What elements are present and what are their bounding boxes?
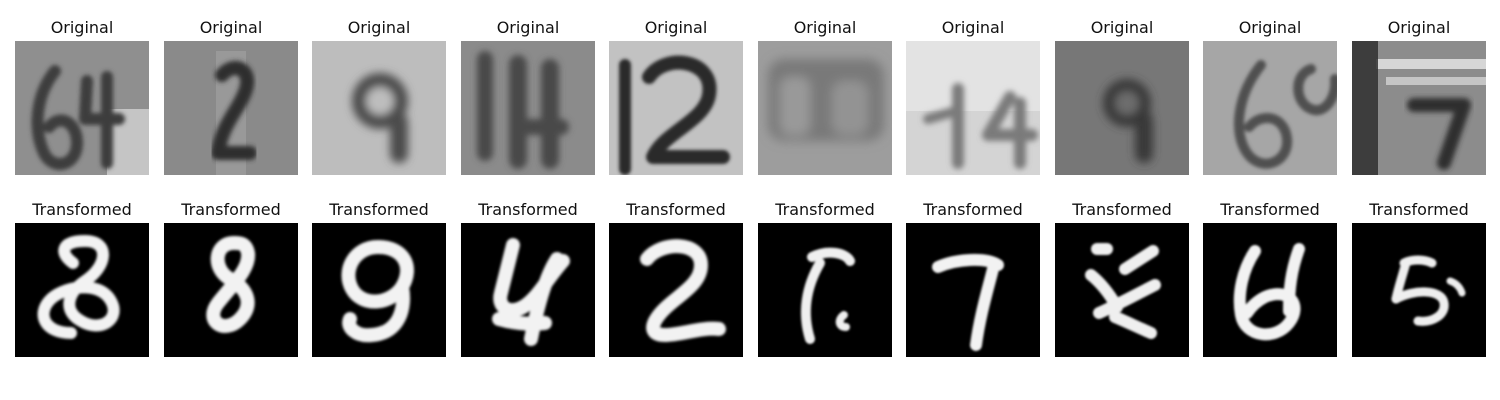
panel-title: Original (941, 18, 1005, 37)
digit-stroke (342, 280, 411, 343)
digit-stroke (642, 55, 730, 164)
digit-stroke (1233, 245, 1301, 341)
panel-title: Original (793, 18, 857, 37)
digit-stroke (206, 236, 256, 333)
image-accent (1386, 77, 1486, 85)
image-accent (1352, 41, 1378, 175)
digit-stroke (807, 247, 855, 266)
digit-stroke (492, 312, 552, 331)
digit-stroke (1283, 243, 1305, 317)
panel-title: Original (347, 18, 411, 37)
panel-title: Transformed (775, 200, 875, 219)
digit-blob (541, 59, 559, 169)
digit-stroke (37, 235, 120, 339)
digit-image (15, 223, 149, 357)
digit-stroke (341, 240, 414, 309)
panel-title: Transformed (1369, 200, 1469, 219)
panel-title: Original (1387, 18, 1451, 37)
digit-image (1055, 223, 1189, 357)
digit-stroke (970, 259, 1000, 351)
digit-image (312, 223, 446, 357)
panel-title: Original (50, 18, 114, 37)
digit-blob (509, 55, 527, 169)
digit-stroke (923, 106, 961, 124)
image-accent (1376, 59, 1486, 69)
panel-title: Transformed (923, 200, 1023, 219)
digit-image (1203, 41, 1337, 175)
digit-image (164, 223, 298, 357)
digit-stroke (1093, 279, 1161, 319)
digit-image (906, 41, 1040, 175)
digit-stroke (1446, 277, 1466, 297)
digit-stroke (1109, 311, 1157, 339)
digit-image (758, 41, 892, 175)
panel-title: Transformed (626, 200, 726, 219)
digit-blob (1135, 111, 1153, 163)
digit-image (609, 41, 743, 175)
panel-title: Original (1090, 18, 1154, 37)
digit-blob (366, 87, 394, 115)
digit-blob (780, 77, 810, 135)
figure-grid: Original Original Original (15, 0, 1486, 400)
digit-image (906, 223, 1040, 357)
digit-image (1352, 41, 1486, 175)
digit-blob (1115, 91, 1139, 115)
panel-title: Transformed (1072, 200, 1172, 219)
panel-title: Transformed (181, 200, 281, 219)
digit-image (758, 223, 892, 357)
panel-title: Transformed (1220, 200, 1320, 219)
digit-image (1352, 223, 1486, 357)
panel-title: Transformed (329, 200, 429, 219)
digit-image (164, 41, 298, 175)
digit-stroke (800, 258, 825, 344)
digit-image (1203, 223, 1337, 357)
panel-title: Original (199, 18, 263, 37)
image-bg (1055, 223, 1189, 357)
panel-title: Original (1238, 18, 1302, 37)
digit-stroke (640, 239, 726, 342)
digit-image (461, 223, 595, 357)
digit-image (312, 41, 446, 175)
panel-title: Original (496, 18, 560, 37)
panel-title: Transformed (478, 200, 578, 219)
panel-title: Transformed (32, 200, 132, 219)
digit-stroke (1119, 245, 1159, 275)
digit-stroke (31, 65, 83, 170)
digit-stroke (1233, 60, 1292, 169)
digit-image (1055, 41, 1189, 175)
digit-blob (832, 81, 868, 135)
image-bg (758, 223, 892, 357)
digit-blob (477, 51, 493, 161)
digit-stroke (1407, 98, 1471, 170)
digit-stroke (1391, 287, 1449, 326)
panel-title: Original (644, 18, 708, 37)
digit-stroke (211, 61, 257, 160)
digit-blob (509, 119, 569, 135)
digit-blob (390, 113, 408, 163)
digit-stroke (1293, 64, 1337, 116)
digit-image (15, 41, 149, 175)
digit-stroke (835, 311, 850, 331)
digit-image (461, 41, 595, 175)
digit-image (609, 223, 743, 357)
